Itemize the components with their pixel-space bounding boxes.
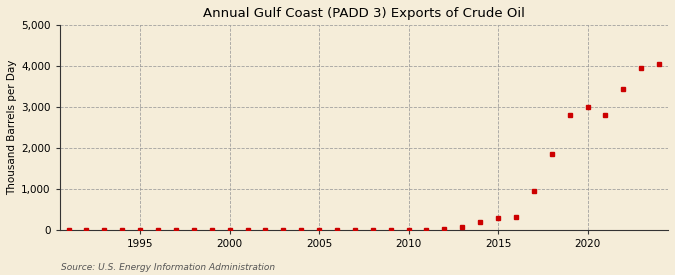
Title: Annual Gulf Coast (PADD 3) Exports of Crude Oil: Annual Gulf Coast (PADD 3) Exports of Cr… <box>203 7 524 20</box>
Text: Source: U.S. Energy Information Administration: Source: U.S. Energy Information Administ… <box>61 263 275 272</box>
Y-axis label: Thousand Barrels per Day: Thousand Barrels per Day <box>7 60 17 195</box>
